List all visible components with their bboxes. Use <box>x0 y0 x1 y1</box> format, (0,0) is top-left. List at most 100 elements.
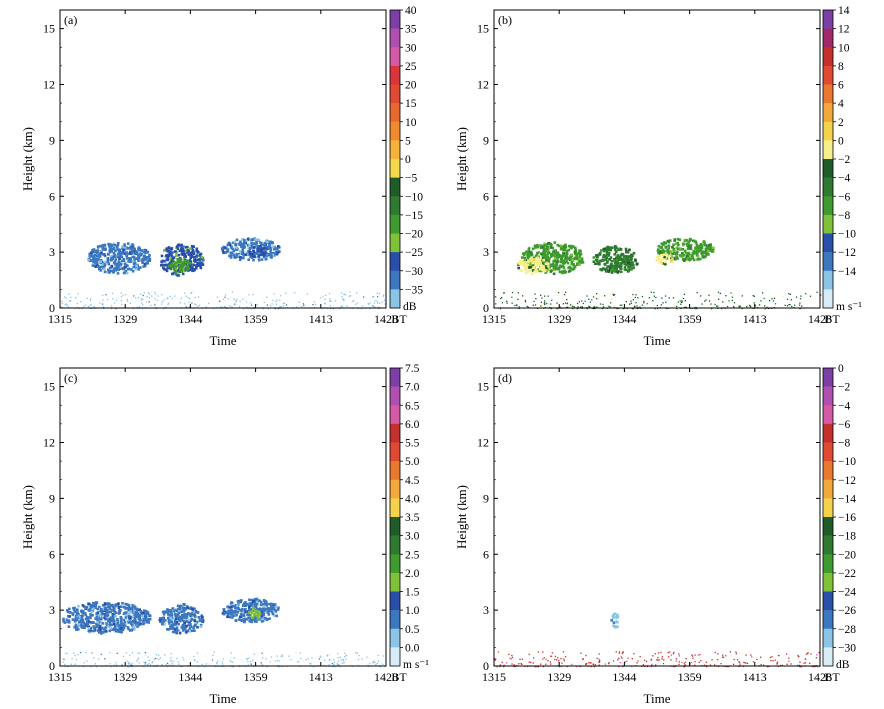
data-cell <box>706 250 710 254</box>
data-cell <box>672 243 675 246</box>
data-cell <box>116 618 119 621</box>
data-cell <box>702 240 706 243</box>
data-cell <box>688 256 691 260</box>
data-cell <box>568 258 572 262</box>
data-cell <box>176 613 180 617</box>
data-cell <box>245 301 248 303</box>
data-cell <box>96 623 100 627</box>
data-cell <box>122 258 126 262</box>
data-cell <box>126 660 128 662</box>
data-cell <box>657 657 659 659</box>
data-cell <box>95 615 99 619</box>
data-cell <box>682 297 685 300</box>
data-cell <box>524 299 526 302</box>
data-cell <box>90 621 94 624</box>
colorbar-segment <box>390 461 400 481</box>
colorbar-segment <box>390 405 400 425</box>
data-cell <box>673 239 676 242</box>
data-cell <box>235 242 238 246</box>
data-cell <box>358 655 360 657</box>
colorbar-segment <box>390 47 400 67</box>
data-cell <box>627 259 630 262</box>
data-cell <box>144 613 147 617</box>
data-cell <box>816 291 818 293</box>
data-cell <box>600 268 604 272</box>
colorbar-unit: m s⁻¹ <box>836 301 862 313</box>
data-cell <box>596 657 598 659</box>
data-cell <box>661 656 663 658</box>
data-cell <box>231 306 233 308</box>
data-cell <box>786 653 788 655</box>
data-cell <box>373 660 375 662</box>
data-cell <box>90 253 93 257</box>
data-cell <box>330 653 332 655</box>
data-cell <box>676 308 678 310</box>
data-cell <box>660 304 662 306</box>
data-cell <box>700 244 704 247</box>
colorbar-segment <box>823 289 833 309</box>
data-cell <box>102 299 104 301</box>
x-unit-label: BT <box>824 312 840 326</box>
data-cell <box>168 622 171 625</box>
data-cell <box>279 306 281 308</box>
data-cell <box>341 306 343 308</box>
data-cell <box>546 242 550 245</box>
data-cell <box>612 293 614 295</box>
data-cell <box>142 250 146 254</box>
data-cell <box>541 256 545 259</box>
data-cell <box>129 654 131 656</box>
data-cell <box>641 295 644 298</box>
data-cell <box>607 265 610 269</box>
data-cell <box>80 301 82 303</box>
data-cell <box>608 268 612 272</box>
data-cell <box>788 304 790 306</box>
data-cell <box>684 664 686 666</box>
data-cell <box>751 656 753 658</box>
data-cell <box>223 246 227 250</box>
data-cell <box>109 610 113 614</box>
data-cell <box>612 660 615 662</box>
data-cell <box>618 665 620 668</box>
data-cell <box>80 615 84 619</box>
data-cell <box>766 306 768 309</box>
data-cell <box>117 606 121 610</box>
data-cell <box>175 613 178 617</box>
data-cell <box>530 253 534 257</box>
data-cell <box>562 252 565 255</box>
data-cell <box>593 262 597 265</box>
data-cell <box>259 603 263 607</box>
data-cell <box>714 651 716 653</box>
data-cell <box>614 244 617 248</box>
y-tick-label: 3 <box>483 245 489 259</box>
data-cell <box>547 660 549 662</box>
data-cell <box>248 605 251 609</box>
data-cell <box>138 297 140 299</box>
data-cell <box>566 261 570 265</box>
data-cell <box>247 613 250 617</box>
data-cell <box>263 617 267 620</box>
data-cell <box>119 253 123 256</box>
data-cell <box>630 300 632 302</box>
data-cell <box>191 607 194 611</box>
data-cell <box>249 255 252 259</box>
data-cell <box>103 616 106 619</box>
data-cell <box>625 250 628 254</box>
data-cell <box>687 241 690 244</box>
data-cell <box>166 662 169 664</box>
data-cell <box>526 257 530 260</box>
data-cell <box>174 271 177 275</box>
data-cell <box>708 300 711 302</box>
data-cell <box>335 666 337 668</box>
data-cell <box>369 663 371 665</box>
data-cell <box>233 298 235 300</box>
data-cell <box>270 656 273 658</box>
data-cell <box>539 267 542 271</box>
data-cell <box>118 254 122 258</box>
data-cell <box>659 246 663 249</box>
data-cell <box>704 251 707 254</box>
data-cell <box>569 246 572 249</box>
data-cell <box>722 654 724 656</box>
y-tick-label: 9 <box>483 491 489 505</box>
data-cell <box>662 257 665 260</box>
